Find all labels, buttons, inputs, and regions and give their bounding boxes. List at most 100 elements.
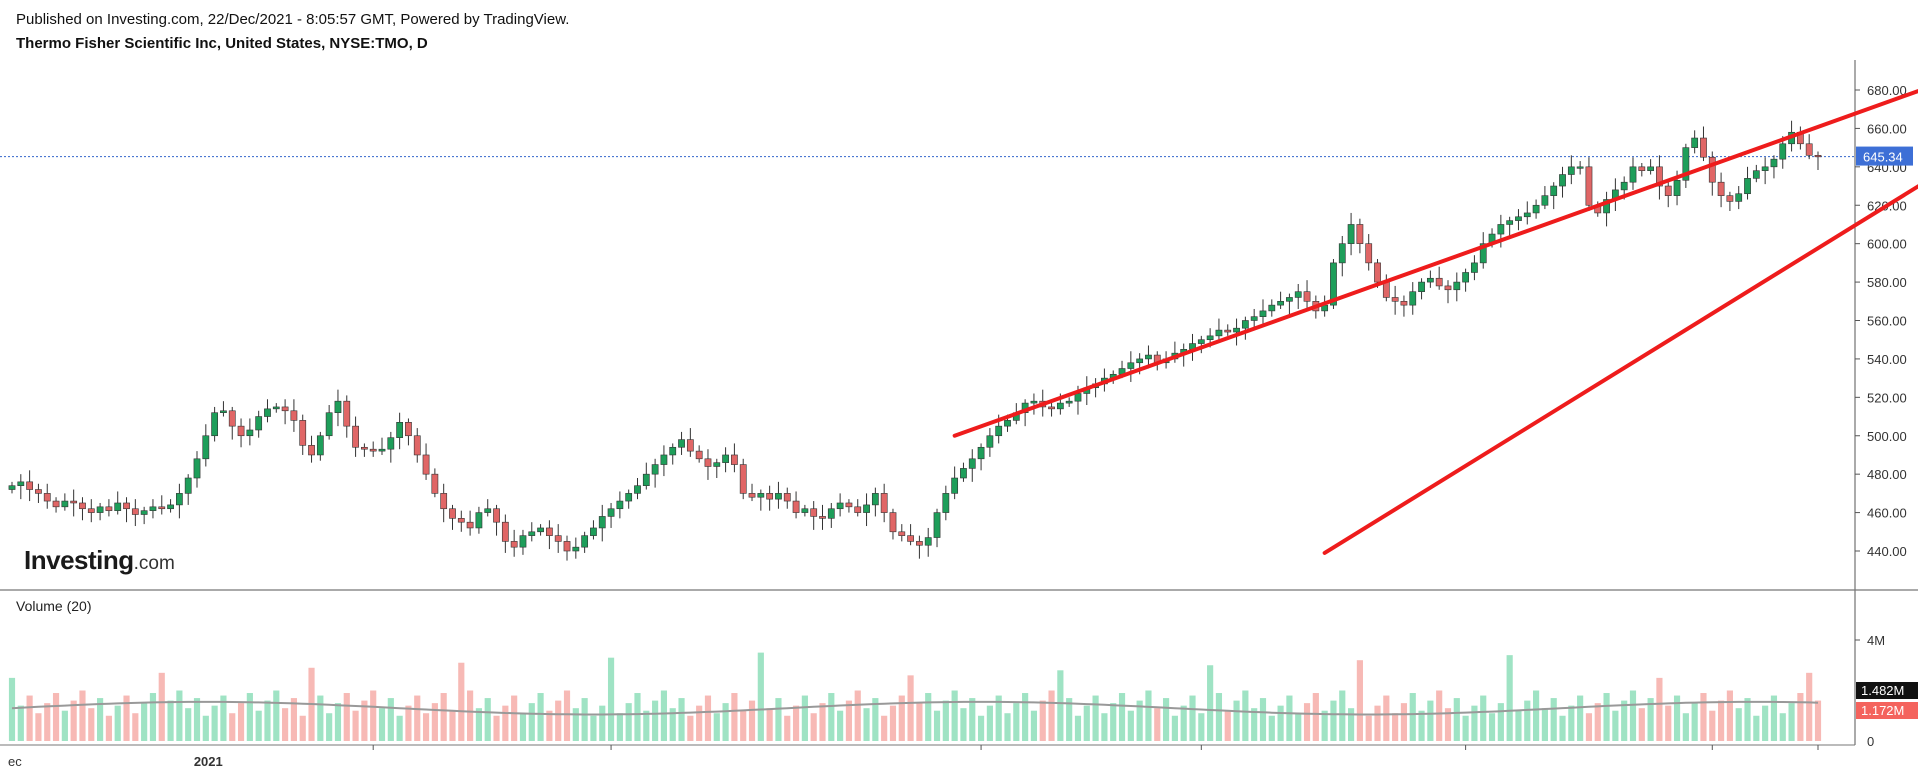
candle-down — [1048, 406, 1055, 410]
volume-bar-down — [229, 713, 236, 741]
volume-bar-down — [1585, 713, 1593, 741]
y-tick-label: 680.00 — [1867, 83, 1907, 98]
volume-bar-down — [70, 700, 77, 741]
candle-down — [413, 435, 421, 456]
candle-down — [1435, 277, 1443, 287]
volume-bar-down — [1039, 700, 1046, 741]
candle-down — [79, 502, 86, 510]
volume-bar-down — [343, 693, 350, 741]
volume-bar-down — [845, 700, 853, 741]
candle-down — [1805, 143, 1813, 156]
volume-bar-down — [881, 715, 888, 741]
volume-bar-down — [731, 693, 738, 741]
volume-bar-up — [951, 690, 958, 741]
candle-down — [1656, 166, 1663, 187]
volume-bar-down — [158, 672, 165, 741]
volume-bar-down — [52, 693, 60, 741]
volume-bar-up — [1136, 700, 1143, 741]
volume-last-badge — [1856, 702, 1918, 719]
volume-bar-down — [898, 695, 905, 741]
volume-bar-up — [713, 713, 720, 741]
candle-down — [70, 500, 78, 504]
candle-up — [140, 510, 148, 515]
candle-up — [1673, 179, 1681, 196]
volume-bar-up — [1110, 703, 1117, 741]
candle-up — [61, 500, 69, 508]
volume-bar-down — [88, 708, 95, 741]
candle-up — [1770, 158, 1778, 168]
volume-bar-down — [1444, 708, 1452, 741]
candle-up — [387, 437, 395, 450]
volume-bar-up — [141, 703, 148, 741]
volume-bar-up — [1691, 703, 1698, 741]
volume-bar-up — [977, 715, 985, 741]
volume-bar-down — [1436, 690, 1443, 741]
candle-up — [1268, 304, 1276, 312]
candle-down — [845, 502, 853, 508]
candle-down — [739, 464, 747, 494]
candle-up — [1515, 216, 1522, 221]
candle-down — [131, 508, 139, 515]
volume-bar-up — [1418, 710, 1425, 741]
volume-ma-value: 1.482M — [1861, 683, 1904, 698]
volume-bar-up — [801, 695, 808, 741]
candle-up — [625, 493, 633, 502]
volume-bar-up — [1603, 693, 1610, 741]
volume-bar-down — [748, 700, 756, 741]
volume-bar-up — [475, 708, 483, 741]
volume-bar-up — [828, 693, 835, 741]
volume-bar-down — [440, 693, 447, 741]
candle-down — [35, 489, 42, 494]
candle-up — [1453, 281, 1461, 291]
volume-bar-down — [370, 690, 377, 741]
volume-bar-down — [1638, 708, 1645, 741]
candle-down — [343, 400, 351, 427]
candle-up — [1647, 166, 1654, 171]
volume-bar-down — [1594, 703, 1601, 741]
volume-bar-up — [1242, 690, 1249, 741]
volume-bar-up — [925, 693, 932, 741]
candle-up — [475, 512, 483, 529]
volume-bar-up — [1198, 713, 1205, 741]
candle-up — [272, 406, 280, 410]
candle-up — [801, 508, 809, 513]
candle-up — [264, 408, 271, 417]
candle-up — [176, 493, 183, 506]
volume-bar-up — [378, 708, 386, 741]
volume-bar-down — [1400, 703, 1408, 741]
candle-down — [449, 508, 456, 519]
candle-down — [228, 410, 236, 427]
candle-down — [880, 493, 888, 513]
volume-bar-up — [837, 710, 844, 741]
volume-bar-down — [1726, 690, 1733, 741]
volume-bar-up — [8, 677, 16, 741]
candle-up — [1286, 297, 1293, 302]
volume-bar-up — [1127, 710, 1134, 741]
candle-up — [1065, 400, 1073, 404]
volume-bar-up — [1480, 695, 1487, 741]
volume-bar-up — [1189, 695, 1196, 741]
candle-up — [977, 446, 985, 460]
volume-bar-down — [493, 715, 500, 741]
candle-up — [149, 506, 157, 511]
candle-up — [255, 416, 263, 431]
y-tick-label: 560.00 — [1867, 314, 1907, 329]
volume-bar-up — [986, 705, 993, 741]
volume-bar-up — [1559, 715, 1566, 741]
candle-up — [1338, 243, 1346, 264]
volume-bar-down — [1392, 713, 1399, 741]
candle-up — [871, 493, 879, 506]
candle-up — [713, 462, 721, 467]
candle-up — [607, 508, 615, 517]
candle-down — [369, 448, 377, 452]
volume-bar-up — [1577, 695, 1584, 741]
volume-bar-down — [1154, 708, 1161, 741]
volume-bar-down — [79, 690, 86, 741]
candle-down — [352, 425, 359, 448]
candle-down — [1708, 156, 1716, 183]
candle-up — [1330, 262, 1337, 306]
volume-bar-down — [555, 700, 562, 741]
candle-up — [572, 546, 580, 552]
volume-bar-down — [502, 705, 509, 741]
